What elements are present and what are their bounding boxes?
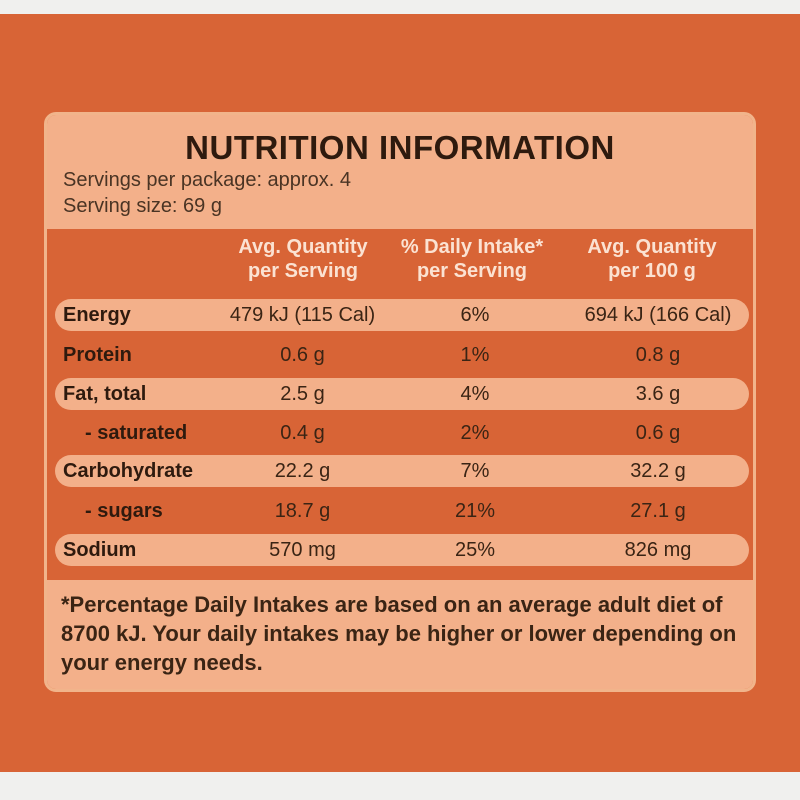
bottom-edge	[0, 772, 800, 800]
per-100g-value: 694 kJ (166 Cal)	[584, 304, 732, 326]
row-label: Fat, total	[63, 383, 147, 405]
row-label: - saturated	[85, 422, 188, 444]
per-serving-value: 18.7 g	[274, 500, 331, 522]
row-label: Sodium	[63, 539, 137, 561]
daily-intake-value: 6%	[460, 304, 490, 326]
column-header-per-serving: Avg. Quantity per Serving	[223, 235, 383, 283]
table-row: Fat, total 2.5 g 4% 3.6 g	[55, 378, 749, 410]
row-label: Protein	[63, 344, 132, 366]
per-100g-value: 826 mg	[624, 539, 692, 561]
daily-intake-value: 1%	[460, 344, 490, 366]
row-label: Carbohydrate	[63, 460, 194, 482]
per-serving-value: 2.5 g	[280, 383, 325, 405]
panel-header: NUTRITION INFORMATION Servings per packa…	[47, 115, 753, 229]
row-label: - sugars	[85, 500, 163, 522]
per-serving-value: 570 mg	[269, 539, 336, 561]
table-row: - sugars 18.7 g 21% 27.1 g	[55, 495, 749, 527]
column-header-line: per 100 g	[608, 260, 696, 282]
column-header-daily-intake: % Daily Intake* per Serving	[397, 235, 547, 283]
daily-intake-value: 25%	[454, 539, 496, 561]
table-row: Carbohydrate 22.2 g 7% 32.2 g	[55, 455, 749, 487]
panel-footer: *Percentage Daily Intakes are based on a…	[47, 580, 753, 689]
per-100g-value: 0.8 g	[635, 344, 681, 366]
daily-intake-value: 2%	[460, 422, 490, 444]
column-header-line: % Daily Intake*	[400, 236, 544, 258]
table-row: Protein 0.6 g 1% 0.8 g	[55, 339, 749, 371]
column-header-line: per Serving	[247, 260, 359, 282]
per-serving-value: 22.2 g	[274, 460, 331, 482]
daily-intake-value: 21%	[454, 500, 496, 522]
table-row: - saturated 0.4 g 2% 0.6 g	[55, 417, 749, 449]
daily-intake-footnote: *Percentage Daily Intakes are based on a…	[61, 592, 737, 675]
per-100g-value: 27.1 g	[630, 500, 686, 522]
per-100g-value: 32.2 g	[630, 460, 686, 482]
per-100g-value: 0.6 g	[635, 422, 681, 444]
column-header-per-100g: Avg. Quantity per 100 g	[557, 235, 747, 283]
column-header-line: per Serving	[416, 260, 528, 282]
servings-per-package: Servings per package: approx. 4	[63, 169, 351, 191]
per-100g-value: 3.6 g	[635, 383, 681, 405]
daily-intake-value: 7%	[460, 460, 490, 482]
top-edge	[0, 0, 800, 14]
nutrition-panel: NUTRITION INFORMATION Servings per packa…	[44, 112, 756, 692]
serving-size: Serving size: 69 g	[63, 195, 222, 217]
panel-title: NUTRITION INFORMATION	[185, 129, 615, 166]
per-serving-value: 479 kJ (115 Cal)	[229, 304, 376, 326]
per-serving-value: 0.6 g	[280, 344, 325, 366]
table-row: Energy 479 kJ (115 Cal) 6% 694 kJ (166 C…	[55, 299, 749, 331]
daily-intake-value: 4%	[460, 383, 490, 405]
column-header-line: Avg. Quantity	[587, 236, 717, 258]
table-row: Sodium 570 mg 25% 826 mg	[55, 534, 749, 566]
row-label: Energy	[63, 304, 131, 326]
per-serving-value: 0.4 g	[280, 422, 325, 444]
column-header-line: Avg. Quantity	[238, 236, 368, 258]
